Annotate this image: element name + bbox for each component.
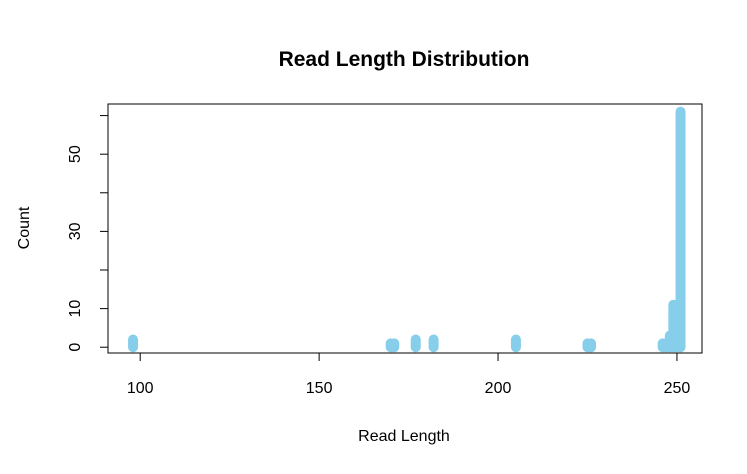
bars-group [128,106,686,353]
y-tick-label-50: 50 [67,145,84,163]
x-tick-label-100: 100 [127,380,154,397]
y-tick-label-30: 30 [67,222,84,240]
x-tick-label-150: 150 [306,380,333,397]
y-tick-label-0: 0 [67,343,84,352]
y-tick-label-10: 10 [67,300,84,318]
y-axis: 0 10 30 50 [67,115,109,352]
x-tick-label-250: 250 [664,380,691,397]
plot-border [107,103,703,354]
x-axis: 100 150 200 250 [127,352,691,397]
x-axis-label: Read Length [358,428,450,445]
x-tick-label-200: 200 [485,380,512,397]
chart-title: Read Length Distribution [279,48,530,71]
y-axis-label: Count [16,206,33,249]
